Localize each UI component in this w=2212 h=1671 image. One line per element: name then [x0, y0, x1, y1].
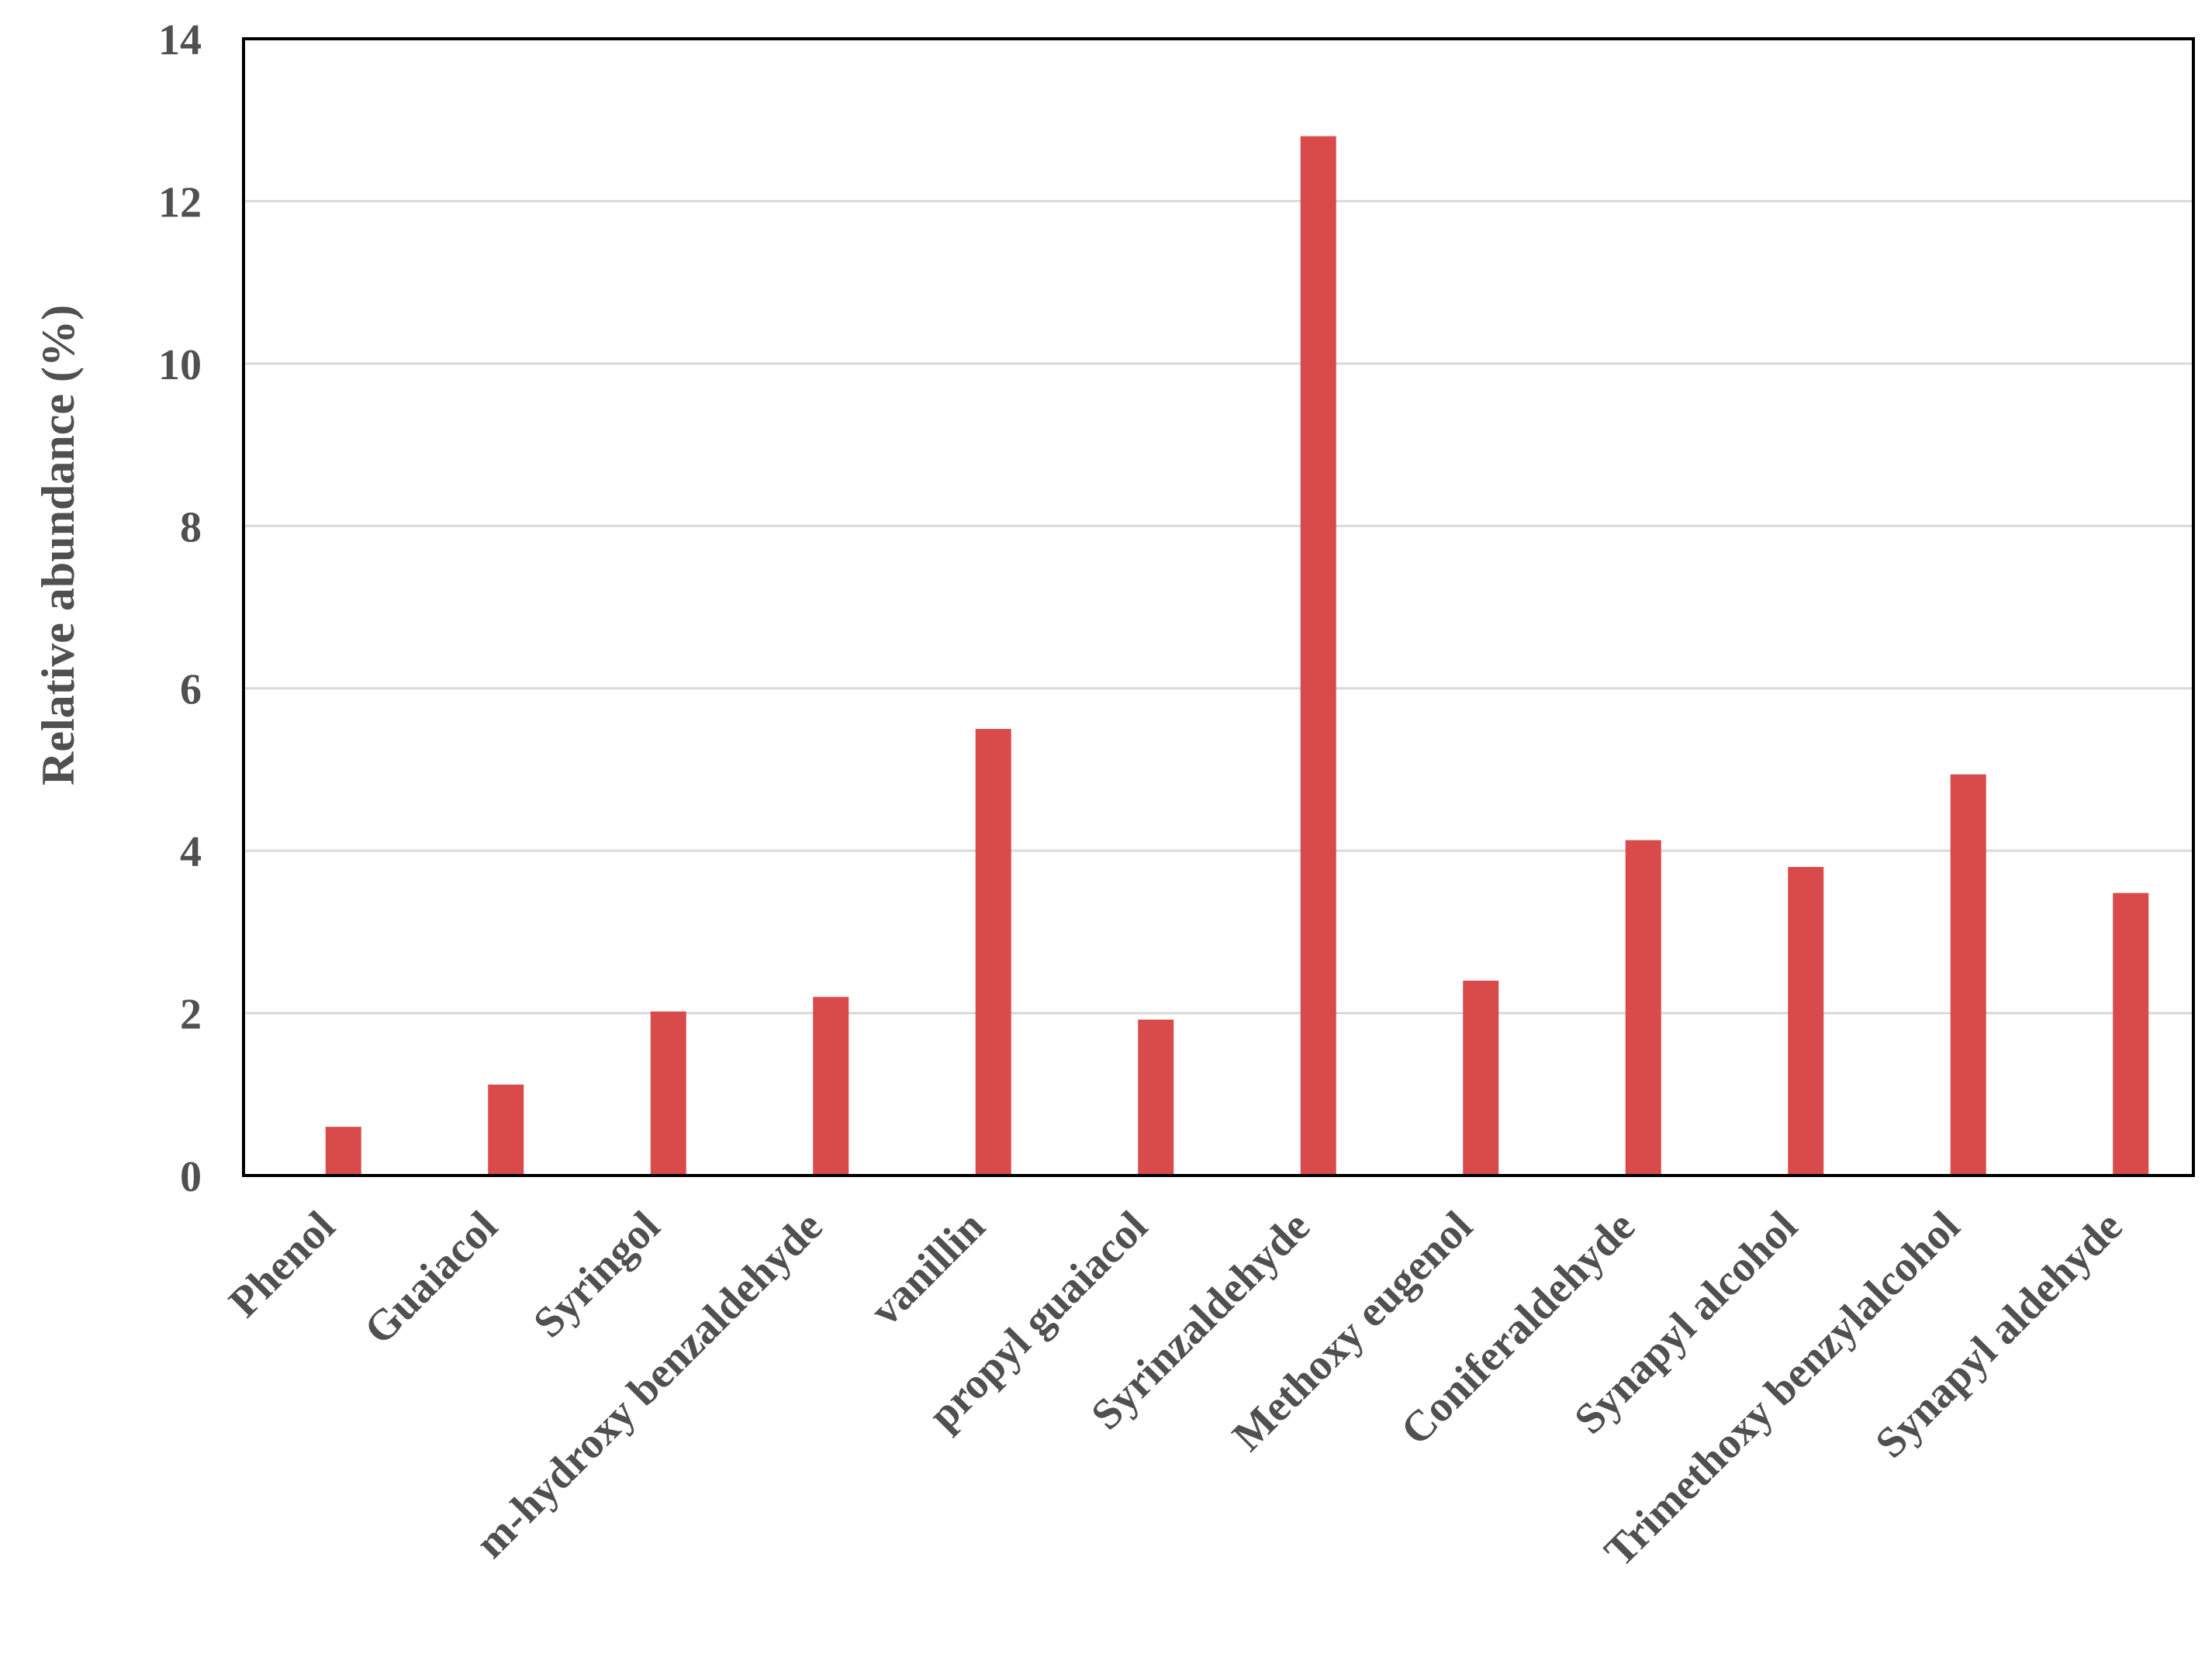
y-tick-label: 12	[158, 178, 202, 226]
y-tick-label: 10	[158, 341, 202, 389]
y-tick-label: 14	[158, 16, 202, 64]
bar	[1788, 867, 1824, 1176]
bar	[1950, 774, 1986, 1176]
y-tick-label: 4	[180, 828, 202, 876]
x-tick-label: Syringol	[524, 1202, 669, 1347]
x-tick-label: vanillin	[861, 1202, 994, 1334]
bar	[975, 729, 1011, 1176]
y-tick-label: 0	[180, 1153, 202, 1201]
bar	[1138, 1019, 1174, 1176]
x-tick-label: Guaiacol	[355, 1202, 507, 1354]
bar	[650, 1011, 686, 1176]
bar	[325, 1127, 361, 1176]
bar	[1625, 840, 1661, 1176]
bar	[1300, 136, 1336, 1176]
y-tick-label: 8	[180, 503, 202, 551]
x-tick-label: m-hydroxy benzaldehyde	[466, 1202, 831, 1567]
gridlines	[244, 37, 2193, 1177]
bar	[488, 1084, 524, 1176]
y-tick-label: 2	[180, 991, 202, 1039]
bar	[1463, 980, 1499, 1176]
bar	[2113, 892, 2149, 1176]
bar	[813, 996, 849, 1176]
y-tick-label: 6	[180, 666, 202, 714]
y-tick-labels: 0 2 4 6 8 10 12 14	[158, 16, 202, 1201]
plot-frame	[242, 37, 2195, 1177]
y-axis-title: Relative abundance (%)	[33, 305, 84, 785]
bars	[325, 136, 2149, 1176]
x-tick-label: Phenol	[219, 1202, 344, 1326]
